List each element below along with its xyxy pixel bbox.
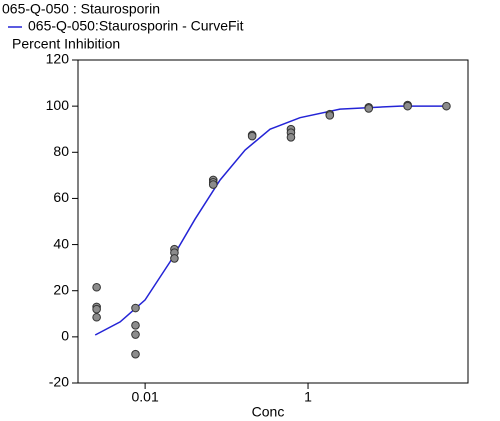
x-tick-label: 1	[304, 389, 312, 405]
data-point	[247, 131, 257, 141]
data-point	[403, 101, 412, 111]
data-point	[131, 349, 140, 359]
x-tick-label: 0.01	[131, 389, 158, 405]
data-point	[442, 101, 451, 111]
y-tick-label: 0	[61, 328, 69, 344]
y-tick-label: 60	[53, 189, 69, 205]
data-point	[92, 282, 101, 292]
data-point	[131, 303, 140, 313]
data-point	[208, 180, 218, 189]
data-point	[170, 254, 179, 263]
data-point	[286, 132, 296, 142]
y-tick-label: 40	[53, 235, 69, 251]
data-point	[364, 104, 374, 113]
x-axis-label: Conc	[252, 404, 285, 420]
data-point	[131, 321, 140, 330]
y-tick-label: 20	[53, 281, 69, 297]
y-tick-label: -20	[49, 374, 69, 390]
legend-label: 065-Q-050:Staurosporin - CurveFit	[28, 18, 244, 34]
y-tick-label: 80	[53, 143, 69, 159]
data-point	[325, 111, 335, 120]
curve-fit	[94, 105, 447, 336]
data-point	[92, 304, 101, 314]
plot-frame	[77, 59, 469, 384]
data-point	[131, 330, 140, 339]
y-tick-label: 100	[46, 97, 70, 113]
chart-title: 065-Q-050 : Staurosporin	[2, 1, 160, 17]
data-point	[92, 312, 101, 322]
y-tick-label: 120	[46, 51, 70, 67]
y-axis-label: Percent Inhibition	[12, 36, 120, 52]
